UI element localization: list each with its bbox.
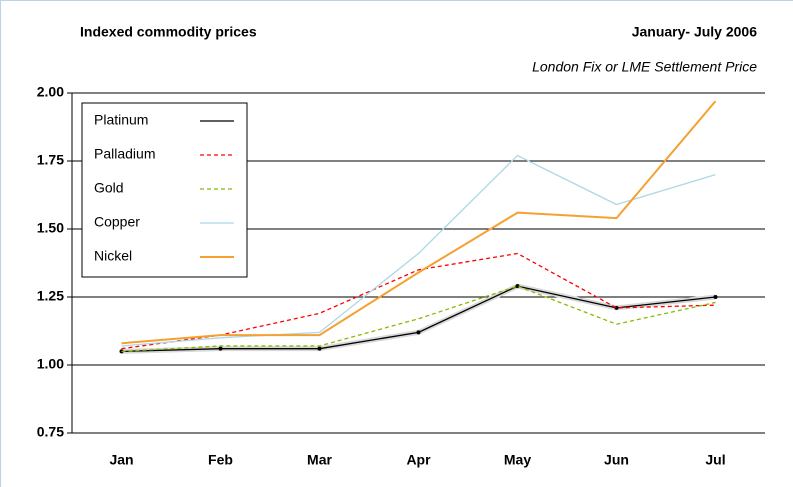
legend-box [81, 102, 248, 278]
line [121, 100, 717, 345]
point [713, 295, 718, 299]
legend-label: Palladium [94, 146, 155, 162]
legend-label: Nickel [94, 248, 132, 264]
legend-label: Copper [94, 214, 140, 230]
point [416, 330, 421, 335]
x-tick-label: Jan [109, 452, 133, 468]
legend-label: Gold [94, 180, 124, 196]
legend-label: Platinum [94, 112, 148, 128]
y-tick-label: 0.75 [37, 424, 64, 440]
period: January- July 2006 [632, 24, 758, 40]
y-tick-label: 1.75 [37, 152, 64, 168]
x-tick-label: Apr [406, 452, 431, 468]
line [121, 154, 716, 347]
y-tick-label: 1.25 [37, 288, 64, 304]
line-shadow [121, 283, 716, 354]
point [317, 346, 322, 351]
x-tick-label: Feb [208, 452, 233, 468]
line [121, 285, 716, 353]
y-tick-label: 1.50 [37, 220, 64, 236]
y-tick-label: 1.00 [37, 356, 64, 372]
x-tick-label: May [504, 452, 531, 468]
x-tick-label: Jun [604, 452, 629, 468]
point [218, 346, 223, 351]
line [121, 285, 716, 353]
x-tick-label: Mar [307, 452, 332, 468]
y-tick-label: 2.00 [37, 84, 64, 100]
subtitle: London Fix or LME Settlement Price [532, 59, 757, 75]
x-tick-label: Jul [705, 452, 725, 468]
chart-title: Indexed commodity prices [80, 24, 257, 40]
